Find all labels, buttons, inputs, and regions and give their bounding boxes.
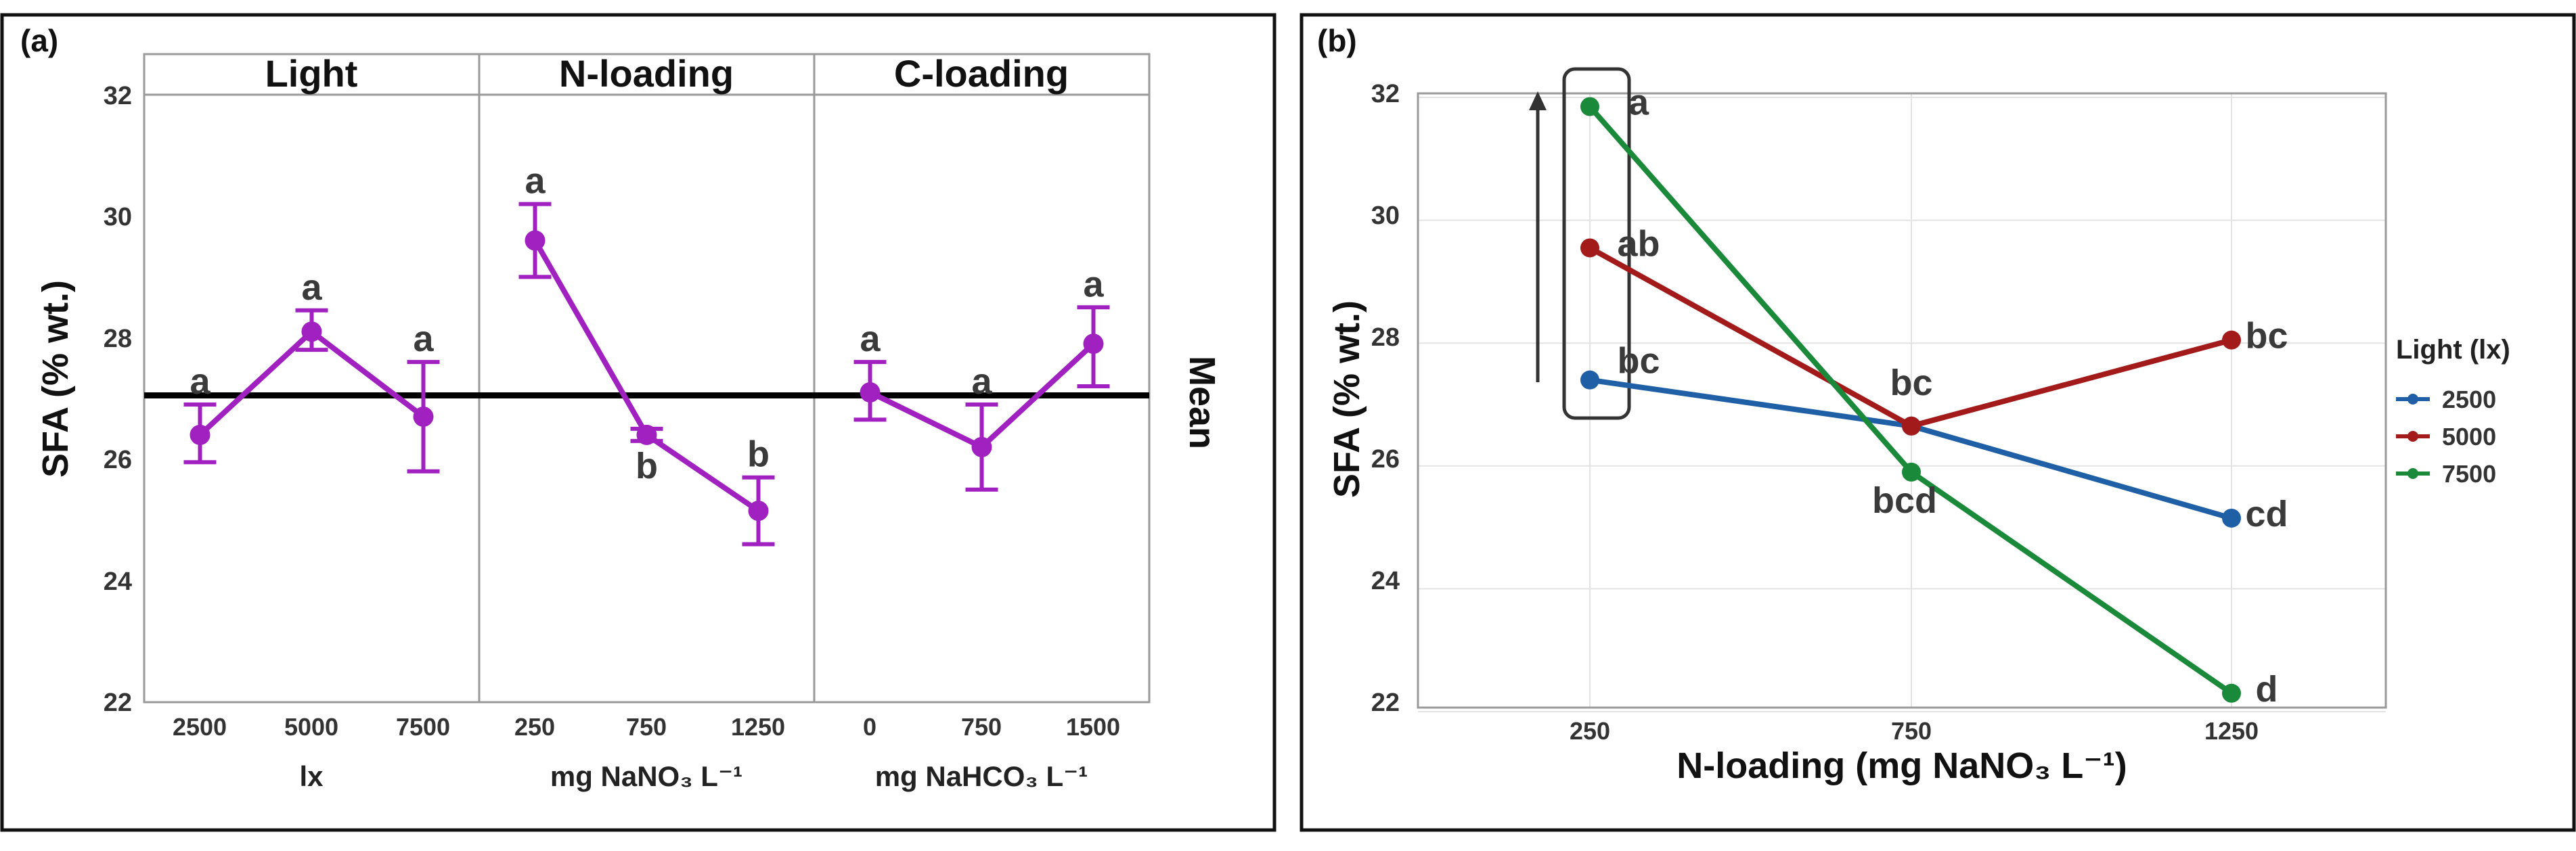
facet-title-c-loading: C-loading <box>894 52 1069 95</box>
facet-unit-n-loading: mg NaNO₃ L⁻¹ <box>550 760 742 792</box>
legend: Light (lx) 2500 5000 7500 <box>2396 335 2510 488</box>
legend-label-2500: 2500 <box>2442 386 2496 413</box>
panel-a-ytick: 26 <box>104 446 132 474</box>
significance-letter: a <box>971 361 992 402</box>
panel-a-ylabel: SFA (% wt.) <box>35 280 76 478</box>
data-point-5000 <box>2222 330 2241 350</box>
legend-title: Light (lx) <box>2396 335 2510 365</box>
increase-arrow-head <box>1529 91 1547 110</box>
data-point <box>525 230 546 251</box>
data-point-7500 <box>2222 683 2241 703</box>
legend-item-7500: 7500 <box>2396 460 2496 488</box>
significance-letter: a <box>860 319 881 359</box>
panel-a-plot-area <box>143 53 1151 704</box>
significance-letter: a <box>525 161 546 202</box>
data-point <box>971 436 992 457</box>
panel-b-ytick: 32 <box>1371 80 1400 108</box>
legend-item-5000: 5000 <box>2396 423 2496 451</box>
panel-b-ytick: 28 <box>1371 323 1400 352</box>
panel-a-xtick: 1250 <box>731 713 785 741</box>
data-point <box>1083 334 1104 354</box>
significance-letter: b <box>747 434 770 475</box>
significance-letter: a <box>1628 83 1649 123</box>
significance-letter: ab <box>1617 223 1660 264</box>
panel-b-data-marks: bc cd ab bc bc a bcd d <box>1580 83 2288 710</box>
panel-b-frame <box>1300 13 2576 832</box>
panel-a-xtick: 1500 <box>1066 713 1120 741</box>
panel-b-chart: 32 30 28 26 24 22 250 750 1250 SFA (% wt… <box>1327 67 2510 786</box>
panel-b-plot-area <box>1417 92 2387 709</box>
legend-label-7500: 7500 <box>2442 460 2496 488</box>
panel-b-xtick: 750 <box>1891 717 1932 745</box>
panel-b-xtick: 1250 <box>2204 717 2259 745</box>
data-point-2500 <box>2222 508 2241 528</box>
legend-item-2500: 2500 <box>2396 386 2496 413</box>
legend-marker-5000 <box>2407 431 2418 442</box>
panel-b-ytick: 26 <box>1371 445 1400 474</box>
data-point <box>190 424 210 445</box>
data-point <box>301 321 322 342</box>
significance-letter: b <box>636 446 658 486</box>
data-point-5000 <box>1580 238 1599 258</box>
legend-marker-2500 <box>2407 394 2418 405</box>
facet-title-n-loading: N-loading <box>559 52 734 95</box>
panel-b-xtick: 250 <box>1570 717 1610 745</box>
panel-a-ytick: 28 <box>104 325 132 353</box>
facet-title-light: Light <box>265 52 358 95</box>
significance-letter: a <box>413 319 434 359</box>
legend-label-5000: 5000 <box>2442 423 2496 451</box>
panel-b-label: (b) <box>1317 23 1357 58</box>
panel-a-xtick: 750 <box>961 713 1002 741</box>
panel-a-xtick: 0 <box>863 713 876 741</box>
panel-b-ylabel: SFA (% wt.) <box>1327 300 1367 498</box>
mean-label: Mean <box>1182 356 1222 449</box>
panel-a-xtick: 2500 <box>173 713 227 741</box>
panel-b-ytick: 24 <box>1371 567 1400 595</box>
facet-unit-c-loading: mg NaHCO₃ L⁻¹ <box>875 760 1088 792</box>
panel-b-xlabel: N-loading (mg NaNO₃ L⁻¹) <box>1676 745 2127 786</box>
panel-a-xtick: 250 <box>514 713 555 741</box>
panel-a-ytick: 32 <box>104 82 132 110</box>
panel-b-ytick: 30 <box>1371 202 1400 230</box>
panel-a-data-marks: a a a a b b a a a <box>144 161 1149 547</box>
data-point <box>860 382 881 403</box>
significance-letter: a <box>1083 264 1104 304</box>
panel-a-xtick: 7500 <box>396 713 450 741</box>
panel-a-ytick: 22 <box>104 689 132 717</box>
significance-letter: bcd <box>1872 480 1937 521</box>
panel-a-label: (a) <box>20 23 58 58</box>
significance-letter: bc <box>1890 363 1932 403</box>
data-point <box>636 424 657 445</box>
data-point-5000 <box>1902 416 1921 436</box>
panel-b-ytick: 22 <box>1371 689 1400 717</box>
data-point <box>748 501 769 522</box>
significance-letter: bc <box>1617 341 1660 382</box>
panel-a-xtick: 5000 <box>284 713 338 741</box>
data-point-7500 <box>1580 97 1599 116</box>
data-point-7500 <box>1902 462 1921 482</box>
facet-unit-light: lx <box>299 760 324 792</box>
panel-a-frame <box>0 13 1276 832</box>
significance-letter: a <box>301 267 322 308</box>
legend-marker-7500 <box>2407 468 2418 479</box>
significance-letter: bc <box>2245 316 2288 356</box>
panel-a-ytick: 24 <box>104 568 132 596</box>
panel-a-xtick: 750 <box>626 713 667 741</box>
data-point <box>413 406 434 427</box>
significance-letter: d <box>2256 669 2278 710</box>
panel-a-chart: Light N-loading C-loading 32 30 28 26 24… <box>35 52 1222 792</box>
significance-letter: cd <box>2245 494 2288 534</box>
panel-a-ytick: 30 <box>104 203 132 231</box>
highlight-box <box>1562 67 1631 420</box>
significance-letter: a <box>190 361 210 402</box>
data-point-2500 <box>1580 370 1599 390</box>
